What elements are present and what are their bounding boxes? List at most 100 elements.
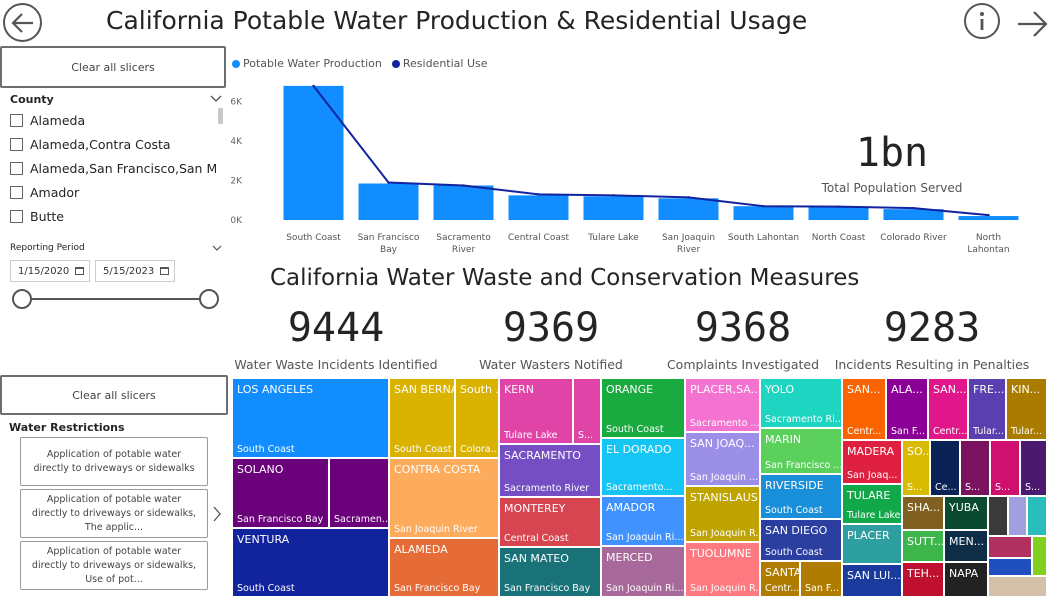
- checkbox[interactable]: [10, 161, 23, 175]
- treemap-cell[interactable]: South ... Colora...: [455, 378, 499, 458]
- legend-dot: [232, 60, 240, 68]
- treemap-cell[interactable]: S...: [1020, 440, 1047, 496]
- county-option[interactable]: Amador: [10, 180, 216, 204]
- restriction-tile[interactable]: Application of potable water directly to…: [20, 489, 208, 538]
- treemap-cell[interactable]: PLACER,SA... Sacramento ...: [685, 378, 760, 432]
- treemap-cell[interactable]: Ce...: [930, 440, 960, 496]
- treemap-cell[interactable]: STANISLAUS San Joaquin R...: [685, 486, 760, 542]
- treemap-cell[interactable]: [988, 576, 1047, 597]
- clear-slicers-button[interactable]: Clear all slicers: [0, 46, 226, 88]
- treemap-cell-region: San Joaquin Ri...: [606, 532, 684, 543]
- kpi-label: Complaints Investigated: [666, 357, 820, 372]
- treemap-cell[interactable]: SAN... Centr...: [842, 378, 886, 440]
- treemap-cell[interactable]: FRE... Tular...: [968, 378, 1006, 440]
- checkbox[interactable]: [10, 137, 23, 151]
- checkbox[interactable]: [10, 185, 23, 199]
- treemap-cell-region: Sacramen...: [334, 514, 389, 525]
- date-range-track[interactable]: [20, 298, 210, 300]
- treemap-cell[interactable]: NAPA: [944, 562, 988, 597]
- county-option[interactable]: Butte: [10, 204, 216, 228]
- treemap-cell[interactable]: SAN DIEGO South Coast: [760, 519, 842, 561]
- treemap-cell[interactable]: San F...: [800, 561, 842, 597]
- treemap-cell[interactable]: SANTA CLARA Centr...: [760, 561, 800, 597]
- info-button[interactable]: [964, 3, 1000, 39]
- treemap-cell-label: ORANGE: [606, 383, 654, 396]
- chevron-down-icon[interactable]: [212, 245, 222, 252]
- treemap-cell[interactable]: SAN JOAQ... San Joaquin ...: [685, 432, 760, 486]
- treemap-cell[interactable]: [1008, 496, 1027, 536]
- treemap-cell[interactable]: KIN... Tular...: [1006, 378, 1047, 440]
- treemap-cell[interactable]: TULARE Tulare Lake: [842, 484, 902, 524]
- back-button[interactable]: [3, 3, 42, 42]
- treemap-cell[interactable]: LOS ANGELES South Coast: [232, 378, 389, 458]
- treemap-cell[interactable]: [1032, 536, 1047, 576]
- treemap-cell[interactable]: VENTURA South Coast: [232, 528, 389, 597]
- page-title: California Potable Water Production & Re…: [106, 6, 808, 35]
- treemap-cell[interactable]: S...: [990, 440, 1020, 496]
- treemap-cell[interactable]: [988, 536, 1032, 558]
- treemap-cell[interactable]: RIVERSIDE South Coast: [760, 474, 842, 519]
- restriction-tile[interactable]: Application of potable water directly to…: [20, 437, 208, 486]
- treemap-cell[interactable]: SO... S...: [902, 440, 930, 496]
- treemap-cell[interactable]: TUOLUMNE San Joaquin R...: [685, 542, 760, 597]
- treemap-cell[interactable]: SOLANO San Francisco Bay: [232, 458, 329, 528]
- treemap-cell[interactable]: MADERA San Joaq...: [842, 440, 902, 484]
- treemap-cell-region: Tulare Lake: [847, 510, 901, 521]
- legend-item-residential[interactable]: Residential Use: [391, 57, 488, 70]
- treemap-cell[interactable]: ALA... San F...: [886, 378, 928, 440]
- treemap-cell[interactable]: MERCED San Joaquin Ri...: [601, 546, 685, 597]
- treemap-cell[interactable]: SAN MATEO San Francisco Bay: [499, 547, 601, 597]
- treemap-cell[interactable]: MARIN San Francisco ...: [760, 428, 842, 474]
- treemap-cell[interactable]: MONTEREY Central Coast: [499, 497, 601, 547]
- county-list: Alameda Alameda,Contra Costa Alameda,San…: [10, 108, 216, 228]
- county-option[interactable]: Alameda,San Francisco,San Ma...: [10, 156, 216, 180]
- treemap-cell[interactable]: YUBA: [944, 496, 988, 530]
- treemap-cell[interactable]: [988, 558, 1032, 576]
- forward-button[interactable]: [1014, 6, 1052, 42]
- treemap-cell[interactable]: SAN LUI...: [842, 564, 902, 597]
- scroll-right-button[interactable]: [211, 505, 223, 523]
- treemap-cell[interactable]: MEN...: [944, 530, 988, 562]
- treemap-cell[interactable]: CONTRA COSTA San Joaquin River: [389, 458, 499, 538]
- treemap-cell[interactable]: ALAMEDA San Francisco Bay: [389, 538, 499, 597]
- treemap-cell[interactable]: AMADOR San Joaquin Ri...: [601, 496, 685, 546]
- start-date-input[interactable]: 1/15/2020: [10, 260, 90, 282]
- treemap-cell-label: MERCED: [606, 551, 653, 564]
- x-tick-label: Bay: [380, 245, 398, 255]
- bar: [433, 185, 494, 220]
- treemap-cell[interactable]: Sacramen...: [329, 458, 389, 528]
- treemap-cell[interactable]: SHA...: [902, 496, 944, 530]
- county-option[interactable]: Alameda,Contra Costa: [10, 132, 216, 156]
- treemap-cell[interactable]: ORANGE South Coast: [601, 378, 685, 438]
- clear-restriction-slicers-button[interactable]: Clear all slicers: [0, 375, 228, 415]
- treemap-cell[interactable]: SUTT...: [902, 530, 944, 562]
- treemap-cell[interactable]: KERN Tulare Lake: [499, 378, 573, 444]
- end-date-input[interactable]: 5/15/2023: [95, 260, 175, 282]
- county-scrollbar[interactable]: [218, 108, 223, 124]
- treemap-cell[interactable]: TEH...: [902, 562, 944, 597]
- treemap-cell-region: South Coast: [237, 444, 295, 455]
- treemap-cell[interactable]: S...: [960, 440, 990, 496]
- treemap-cell-region: Central Coast: [504, 533, 569, 544]
- end-date-handle[interactable]: [199, 289, 219, 309]
- start-date-handle[interactable]: [12, 289, 32, 309]
- county-option[interactable]: Alameda: [10, 108, 216, 132]
- checkbox[interactable]: [10, 113, 23, 127]
- treemap-cell[interactable]: SACRAMENTO Sacramento River: [499, 444, 601, 497]
- treemap-cell[interactable]: SAN BERNARDINO South Coast: [389, 378, 455, 458]
- restriction-tile[interactable]: Application of potable water directly to…: [20, 541, 208, 590]
- chevron-down-icon[interactable]: [210, 95, 222, 103]
- kpi-label: Incidents Resulting in Penalties: [834, 357, 1030, 372]
- treemap-cell[interactable]: [1027, 496, 1047, 536]
- legend-item-production[interactable]: Potable Water Production: [232, 57, 382, 70]
- treemap-cell-region: South Coast: [237, 583, 295, 594]
- treemap-cell[interactable]: PLACER: [842, 524, 902, 564]
- treemap-cell[interactable]: S...: [573, 378, 601, 444]
- treemap-cell[interactable]: EL DORADO Sacramento...: [601, 438, 685, 496]
- treemap-cell[interactable]: [988, 496, 1008, 536]
- line-point: [687, 196, 690, 199]
- treemap-cell[interactable]: YOLO Sacramento Ri...: [760, 378, 842, 428]
- checkbox[interactable]: [10, 209, 23, 223]
- treemap-cell[interactable]: SAN... Centr...: [928, 378, 968, 440]
- forward-arrow-icon: [1018, 11, 1048, 37]
